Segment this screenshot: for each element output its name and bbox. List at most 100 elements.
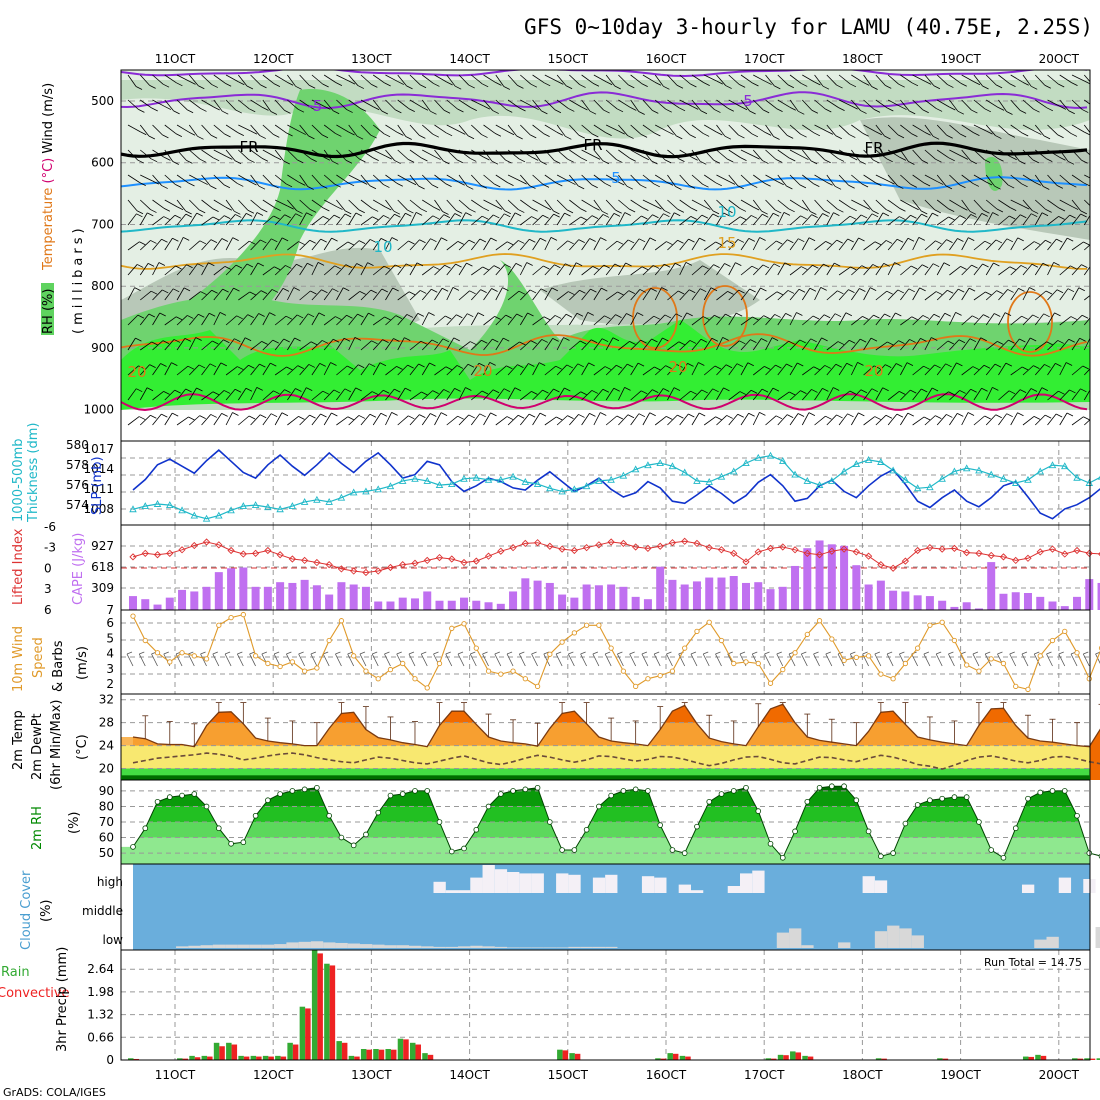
wind-barb — [127, 241, 140, 251]
wind-barb — [409, 74, 421, 86]
wind-barb — [1047, 74, 1059, 85]
wind-barb-flag — [898, 391, 906, 395]
wind-barb — [973, 149, 985, 160]
thickness-point — [472, 473, 481, 481]
surface-barb-flag — [690, 651, 697, 655]
wind-barb-flag — [321, 289, 328, 294]
wind-barb-flag — [173, 339, 181, 343]
wind-barb — [360, 74, 372, 85]
wind-barb — [593, 287, 602, 301]
wind-barb — [127, 264, 138, 276]
wind-barb-flag — [663, 85, 670, 90]
wind-barb — [262, 312, 270, 326]
wind-barb-flag — [703, 82, 710, 86]
wind-barb — [667, 199, 679, 210]
wind-barb-flag — [433, 83, 440, 87]
wind-barb — [998, 99, 1007, 112]
wind-barb — [422, 199, 435, 208]
wind-barb — [851, 338, 861, 351]
wind-barb — [752, 264, 764, 276]
temp-tick: 20 — [99, 762, 114, 776]
wind-barb — [753, 124, 766, 133]
wind-barb — [544, 416, 557, 426]
wind-barb — [495, 213, 505, 226]
wind-barb-flag — [664, 314, 672, 319]
wind-barb-flag — [223, 184, 231, 189]
surface-barb-flag — [899, 651, 905, 655]
li-point — [166, 549, 174, 557]
wind-barb — [998, 266, 1011, 276]
wind-barb — [924, 263, 934, 276]
wind-barb — [495, 388, 505, 401]
cape-bottom-tick: 7 — [106, 603, 114, 617]
wind-barb — [618, 174, 628, 187]
wind-barb-flag — [675, 186, 682, 190]
wind-speed-point — [277, 663, 283, 670]
contour-label: 20 — [668, 358, 687, 376]
wind-barb — [924, 74, 935, 86]
wind-barb — [164, 316, 177, 326]
wind-barb — [1097, 392, 1100, 400]
wind-barb-flag — [544, 82, 551, 87]
time-label-top: 15OCT — [548, 52, 589, 66]
wind-barb-flag — [1041, 212, 1049, 217]
wind-barb — [250, 290, 262, 301]
surface-barb — [200, 653, 207, 667]
wind-barb — [532, 238, 541, 251]
wind-barb — [838, 289, 849, 301]
wind-barb — [1034, 74, 1046, 86]
wind-barb — [569, 414, 579, 426]
wind-speed-point — [792, 650, 798, 656]
wind-barb-flag — [590, 339, 598, 344]
wind-barb-flag — [551, 287, 559, 292]
wind-barb — [703, 99, 715, 110]
wind-barb — [667, 263, 676, 276]
wind-barb-flag — [397, 132, 404, 136]
li-tick: 3 — [44, 582, 52, 596]
wind-barb — [495, 416, 508, 426]
wind-barb — [471, 215, 483, 226]
wind-barb-flag — [579, 84, 586, 88]
cape-bar — [165, 597, 174, 610]
temperature-contour — [121, 219, 1088, 233]
wind-barb-flag — [725, 313, 732, 318]
wind-barb — [654, 74, 664, 87]
wind-barb — [875, 240, 887, 251]
wind-barb — [875, 74, 886, 86]
wind-barb-flag — [649, 237, 657, 242]
wind-barb-flag — [457, 415, 464, 420]
wind-barb — [311, 413, 321, 426]
wind-barb — [188, 74, 199, 86]
wind-barb — [703, 365, 716, 376]
wind-barb-flag — [739, 391, 747, 395]
wind-barb — [863, 241, 876, 251]
wind-barb — [1071, 213, 1081, 226]
precip-conv-bar — [194, 1057, 201, 1060]
low-cloud-bar — [556, 947, 569, 948]
wind-barb-flag — [1008, 339, 1015, 344]
wind-barb-flag — [321, 185, 328, 189]
wind-barb-flag — [895, 363, 903, 367]
wind-barb-flag — [162, 83, 170, 88]
wind-barb — [287, 314, 298, 326]
wind-barb-flag — [468, 239, 476, 244]
wind-barb — [397, 213, 406, 226]
wind-barb — [471, 199, 484, 209]
wind-barb-flag — [677, 209, 685, 213]
wind-barb — [544, 74, 558, 82]
wind-barb-flag — [505, 314, 512, 319]
wind-barb — [507, 212, 516, 226]
wind-barb-flag — [760, 287, 767, 292]
wind-barb-flag — [884, 313, 891, 318]
li-point — [472, 557, 480, 565]
wind-barb — [1059, 74, 1072, 83]
wind-barb-flag — [373, 106, 380, 111]
wind-barb — [201, 289, 212, 301]
wind-barb — [495, 287, 503, 301]
wind-barb — [1071, 174, 1084, 184]
wind-barb — [998, 174, 1009, 186]
wind-barb-flag — [506, 109, 513, 113]
low-cloud-bar — [470, 945, 483, 948]
wind-barb — [716, 99, 729, 109]
